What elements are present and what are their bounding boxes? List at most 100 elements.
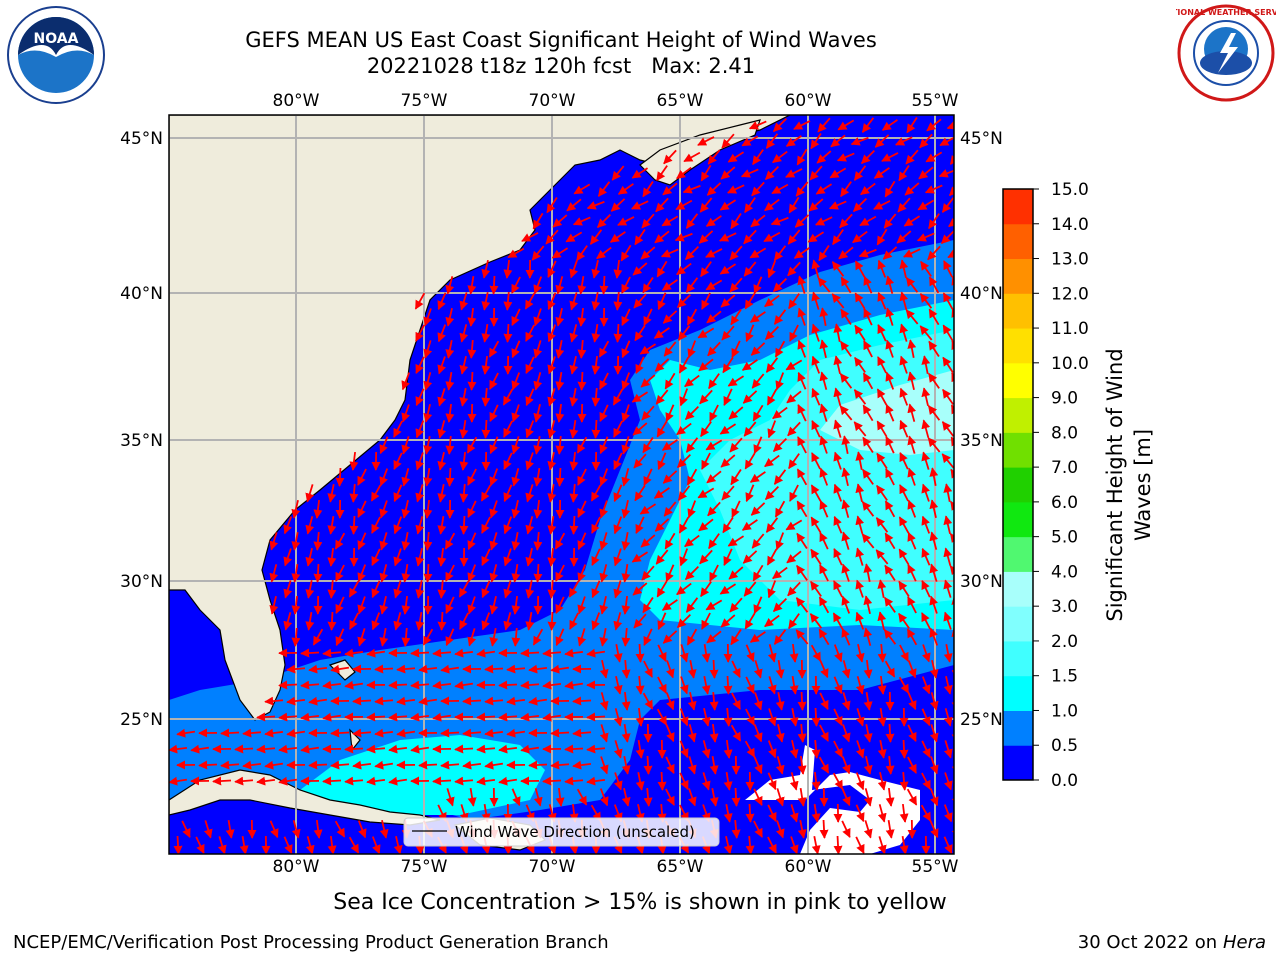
wave-arrow (699, 549, 713, 565)
wave-arrow (379, 468, 389, 487)
colorbar-swatch (1003, 501, 1033, 538)
lon-label: 60°W (785, 91, 832, 111)
wave-arrow (511, 595, 521, 615)
wave-arrow (753, 756, 763, 775)
wave-arrow (564, 680, 584, 690)
wave-arrow (767, 772, 777, 791)
wave-arrow (614, 772, 623, 791)
wave-arrow (418, 760, 438, 770)
wave-arrow (503, 452, 513, 470)
wave-arrow (225, 819, 235, 839)
wave-arrow (269, 596, 279, 615)
wave-arrow (767, 260, 777, 279)
wave-arrow (744, 292, 756, 310)
wave-arrow (445, 435, 455, 455)
wave-arrow (943, 804, 953, 823)
wave-arrow (642, 436, 654, 454)
wave-arrow (921, 387, 931, 406)
wave-arrow (415, 548, 425, 567)
wave-arrow (330, 664, 350, 674)
wave-arrow (833, 708, 843, 726)
wave-arrow (203, 820, 213, 839)
lat-label-right: 30°N (960, 572, 1003, 592)
wave-arrow (928, 276, 940, 294)
wave-arrow (686, 308, 698, 326)
wave-arrow (855, 451, 865, 471)
wave-arrow (621, 788, 631, 807)
wave-arrow (621, 691, 631, 711)
wave-arrow (577, 532, 587, 551)
lon-label: 55°W (912, 857, 959, 877)
wave-arrow (511, 308, 521, 326)
wave-arrow (568, 580, 580, 598)
wave-arrow (787, 229, 801, 245)
wave-arrow (334, 820, 346, 838)
wave-arrow (765, 517, 779, 533)
wave-arrow (833, 548, 843, 566)
wave-arrow (445, 564, 455, 582)
wave-arrow (729, 597, 743, 613)
wave-arrow (838, 246, 854, 260)
wave-arrow (853, 421, 867, 437)
wave-arrow (613, 323, 623, 343)
wave-arrow (555, 371, 565, 391)
wave-arrow (729, 437, 743, 453)
wave-arrow (371, 548, 381, 566)
wave-arrow (770, 216, 789, 226)
wave-arrow (656, 260, 668, 278)
wave-arrow (697, 136, 715, 146)
wave-arrow (793, 120, 811, 130)
wave-arrow (833, 483, 843, 502)
wave-arrow (467, 371, 477, 391)
wave-arrow (697, 487, 715, 499)
wave-arrow (661, 279, 678, 291)
wave-arrow (882, 246, 898, 260)
wave-arrow (550, 664, 570, 674)
wave-arrow (531, 245, 545, 261)
wave-arrow (635, 739, 645, 759)
footer-machine: Hera (1222, 932, 1266, 953)
wave-arrow (748, 120, 767, 130)
wave-arrow (775, 659, 785, 679)
wave-arrow (899, 739, 909, 759)
wave-arrow (357, 564, 367, 583)
wave-arrow (374, 760, 394, 770)
lat-label-right: 35°N (960, 431, 1003, 451)
wave-arrow (705, 215, 722, 227)
wave-arrow (687, 724, 697, 743)
wave-arrow (855, 579, 864, 598)
wave-arrow (181, 820, 191, 838)
wave-arrow (423, 531, 433, 551)
wave-arrow (467, 468, 477, 486)
wave-arrow (396, 728, 416, 738)
wave-arrow (863, 756, 873, 775)
wave-arrow (819, 819, 829, 839)
wave-arrow (528, 664, 548, 674)
wave-arrow (357, 596, 366, 615)
wave-arrow (393, 580, 403, 599)
wave-arrow (698, 230, 714, 244)
wave-arrow (899, 323, 909, 342)
wave-arrow (569, 387, 579, 407)
wave-arrow (344, 648, 364, 658)
wave-arrow (577, 468, 587, 486)
wave-arrow (928, 340, 940, 358)
wave-arrow (841, 788, 851, 807)
wave-arrow (797, 275, 807, 294)
wave-arrow (841, 499, 851, 518)
wave-arrow (591, 419, 601, 439)
wave-arrow (322, 776, 342, 786)
wave-arrow (677, 325, 691, 341)
wave-arrow (907, 756, 917, 774)
colorbar-swatch (1003, 606, 1033, 642)
wave-arrow (528, 696, 548, 706)
wave-arrow (313, 499, 323, 519)
wave-arrow (437, 579, 447, 599)
wave-arrow (753, 276, 763, 295)
wave-arrow (467, 307, 477, 327)
wave-arrow (632, 262, 648, 276)
wave-arrow (796, 500, 808, 518)
wave-arrow (787, 261, 801, 277)
wave-arrow (655, 197, 669, 213)
wave-arrow (678, 516, 690, 534)
